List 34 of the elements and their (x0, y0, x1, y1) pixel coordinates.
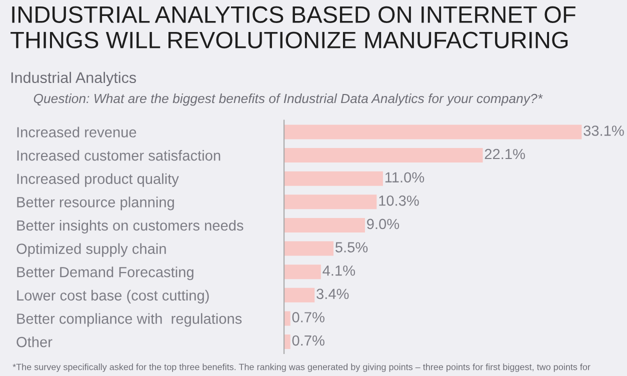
y-tick-label: Increased revenue (17, 126, 136, 138)
y-tick-label: Optimized supply chain (16, 243, 166, 257)
text: Industrial Analytics (11, 72, 136, 86)
data-label: 5.5% (335, 242, 368, 252)
data-label: 22.1% (484, 148, 525, 160)
text: Question: What are the biggest benefits of Industrial Data Analytics for your company?* (34, 93, 543, 106)
chart-title: INDUSTRIAL ANALYTICS BASED ON INTERNET OF THINGS WILL REVOLUTIONIZE MANUFACTURING (10, 6, 576, 48)
bar (284, 194, 377, 210)
y-tick-label: Lower cost base (cost cutting) (17, 290, 209, 304)
text: *The survey specifically asked for the top three benefits. The ranking was generated by giving points – three points for first biggest, two points for (12, 364, 590, 372)
data-label: 33.1% (584, 126, 624, 136)
data-label: 4.1% (322, 266, 356, 276)
y-tick-label: Better insights on customers needs (17, 220, 244, 234)
bar (284, 124, 582, 140)
bar (284, 218, 365, 232)
bar (284, 241, 334, 256)
data-label: 3.4% (316, 288, 349, 300)
data-label: 10.3% (379, 196, 419, 206)
y-tick-label: Better resource planning (17, 196, 174, 210)
y-tick-label: Increased customer satisfaction (17, 150, 220, 161)
y-tick-label: Better compliance with regulations (17, 313, 242, 327)
y-tick-label: Increased product quality (17, 173, 179, 187)
y-tick-label: Better Demand Forecasting (17, 266, 194, 280)
data-label: 11.0% (385, 172, 424, 183)
bar (284, 288, 315, 302)
bar (284, 311, 290, 326)
y-tick-label: Other (16, 336, 52, 348)
data-label: 0.7% (292, 312, 324, 322)
bar (284, 148, 483, 163)
bar (284, 334, 290, 350)
bar (284, 264, 321, 280)
bar (284, 171, 383, 186)
data-label: 9.0% (367, 218, 400, 230)
data-label: 0.7% (292, 335, 324, 346)
